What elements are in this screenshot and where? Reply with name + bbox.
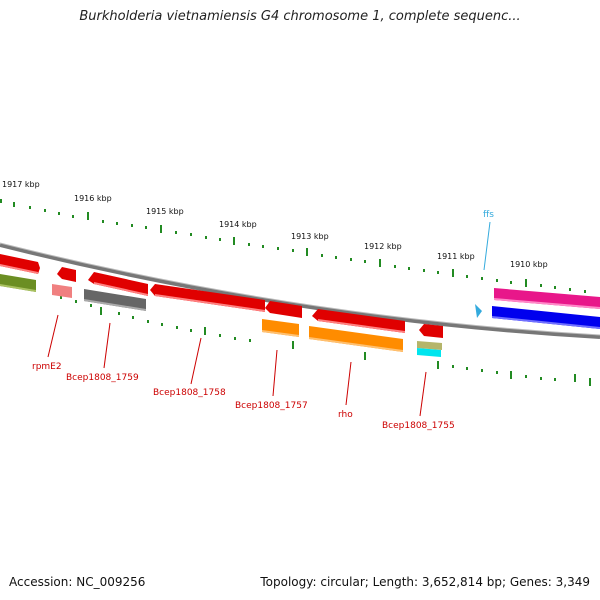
gene-label-bcep1808-1759[interactable]: Bcep1808_1759 xyxy=(66,373,139,383)
kbp-label: 1912 kbp xyxy=(364,242,402,251)
rna-leader-line xyxy=(483,221,491,271)
gene-arrow-red[interactable] xyxy=(419,324,443,338)
chromosome-backbone-highlight xyxy=(0,242,600,336)
genome-summary-text: Topology: circular; Length: 3,652,814 bp… xyxy=(260,575,590,589)
gene-box-gray[interactable] xyxy=(84,289,146,311)
gene-box-olive[interactable] xyxy=(417,341,442,350)
gene-arrow-magenta-shadow xyxy=(494,298,600,309)
gene-arrow-red[interactable] xyxy=(312,309,405,333)
gene-arrow-red[interactable] xyxy=(265,301,302,318)
gene-box-cyan[interactable] xyxy=(417,348,441,357)
kbp-label: 1917 kbp xyxy=(2,180,40,189)
gene-arrow-red[interactable] xyxy=(150,284,265,312)
accession-text: Accession: NC_009256 xyxy=(9,575,146,589)
chromosome-backbone xyxy=(0,243,600,339)
gene-label-bcep1808-1755[interactable]: Bcep1808_1755 xyxy=(382,421,455,431)
rna-arrow-cyan[interactable] xyxy=(475,304,482,318)
gene-arrow-red-shadow xyxy=(155,294,265,312)
gene-box-green-shadow xyxy=(0,284,36,292)
kbp-label: 1913 kbp xyxy=(291,232,329,241)
kbp-label: 1916 kbp xyxy=(74,194,112,203)
gene-label-rho[interactable]: rho xyxy=(338,410,353,420)
gene-arrow-red-shadow xyxy=(94,282,148,296)
kbp-label: 1914 kbp xyxy=(219,220,257,229)
gene-arrow-red[interactable] xyxy=(57,267,76,282)
gene-label-bcep1808-1757[interactable]: Bcep1808_1757 xyxy=(235,401,308,411)
label-leader-lines xyxy=(47,314,427,417)
gene-box-orange-shadow xyxy=(262,330,299,337)
upper-tick-track xyxy=(0,199,586,293)
gene-arrow-red[interactable] xyxy=(0,254,40,274)
gene-box-pink[interactable] xyxy=(52,284,72,298)
gene-box-orange[interactable] xyxy=(309,326,403,352)
gene-box-blue-shadow xyxy=(492,316,600,329)
rna-label-ffs[interactable]: ffs xyxy=(483,210,494,220)
map-title: Burkholderia vietnamiensis G4 chromosome… xyxy=(79,9,521,24)
gene-label-rpmE2[interactable]: rpmE2 xyxy=(32,362,62,372)
gene-box-orange-shadow xyxy=(309,337,403,352)
kbp-label: 1911 kbp xyxy=(437,252,475,261)
lower-tick-track xyxy=(60,296,591,386)
gene-box-gray-shadow xyxy=(84,299,146,311)
kbp-label: 1915 kbp xyxy=(146,207,184,216)
gene-arrow-red[interactable] xyxy=(88,272,148,296)
gene-arrow-magenta[interactable] xyxy=(494,288,600,309)
gene-label-bcep1808-1758[interactable]: Bcep1808_1758 xyxy=(153,388,226,398)
kbp-label: 1910 kbp xyxy=(510,260,548,269)
gene-arrow-red-shadow xyxy=(0,264,38,274)
gene-arrow-red-shadow xyxy=(318,319,405,333)
gene-box-blue[interactable] xyxy=(492,306,600,329)
